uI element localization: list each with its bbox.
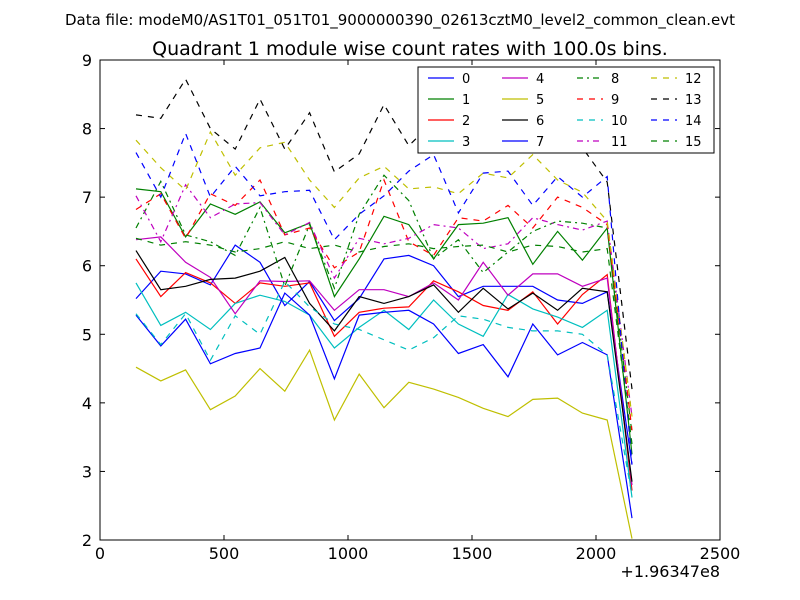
legend-label-11: 11 [611,135,628,150]
y-axis: 2 3 4 5 6 7 8 9 [82,51,720,550]
series-line-4 [135,236,633,486]
legend-frame [417,66,715,154]
y-tick-label: 8 [82,120,92,139]
series-line-0 [135,244,633,465]
legend-label-14: 14 [685,114,702,129]
series-line-9 [135,178,633,431]
x-tick-label: 2500 [700,544,741,563]
series-line-2 [135,258,633,491]
series-line-14 [135,131,633,465]
series-line-7 [135,292,633,519]
series-line-11 [135,183,633,417]
series-line-1 [135,188,633,455]
legend-label-4: 4 [536,72,544,87]
x-axis: 0 500 1000 1500 2000 2500 [95,60,740,563]
series-line-15 [135,237,633,445]
legend-label-0: 0 [462,72,470,87]
x-tick-label: 1000 [328,544,369,563]
legend-label-3: 3 [462,135,470,150]
x-offset-label: +1.96347e8 [620,562,720,581]
legend-label-5: 5 [536,93,544,108]
data-file-label: Data file: modeM0/AS1T01_051T01_90000003… [65,11,735,30]
x-tick-label: 500 [209,544,240,563]
legend-label-12: 12 [685,72,702,87]
legend-label-7: 7 [536,135,544,150]
series-line-8 [135,174,633,434]
legend-label-15: 15 [685,135,702,150]
x-tick-label: 0 [95,544,105,563]
plot-frame [99,59,721,541]
series-line-10 [135,280,633,496]
y-tick-label: 6 [82,257,92,276]
x-tick-label: 1500 [452,544,493,563]
y-tick-label: 9 [82,51,92,70]
series-line-12 [135,130,633,417]
legend-label-1: 1 [462,93,470,108]
series-line-3 [135,282,633,498]
legend-label-10: 10 [611,114,628,129]
y-tick-label: 7 [82,188,92,207]
chart-title: Quadrant 1 module wise count rates with … [152,38,668,60]
y-tick-label: 5 [82,325,92,344]
y-tick-label: 2 [82,531,92,550]
legend-label-9: 9 [611,93,619,108]
series-line-5 [135,348,633,539]
y-tick-label: 4 [82,394,92,413]
legend-label-13: 13 [685,93,702,108]
y-tick-label: 3 [82,462,92,481]
legend-label-2: 2 [462,114,470,129]
series-line-6 [135,250,633,482]
legend-label-6: 6 [536,114,544,129]
x-tick-label: 2000 [576,544,617,563]
legend-label-8: 8 [611,72,619,87]
